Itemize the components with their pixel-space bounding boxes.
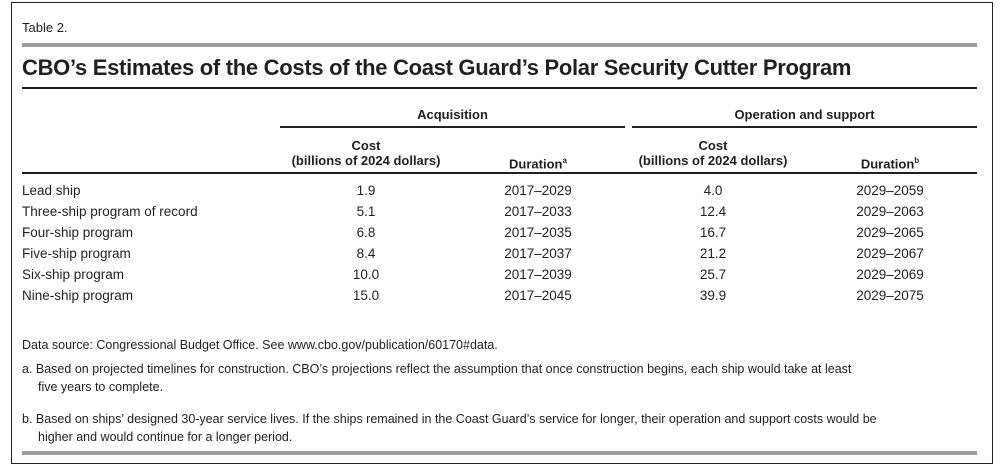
header-os-cost-unit: (billions of 2024 dollars) [638, 153, 788, 168]
header-acq-cost-label: Cost [351, 138, 381, 153]
cell-os-cost: 39.9 [699, 288, 727, 303]
cell-os-cost: 16.7 [699, 225, 727, 240]
note-a-line1: a. Based on projected timelines for cons… [22, 362, 852, 376]
cell-os-cost: 21.2 [699, 246, 727, 261]
cell-program: Four-ship program [22, 225, 134, 240]
cell-acq-cost: 8.4 [356, 246, 376, 261]
header-acq-duration: Durationa [478, 153, 598, 171]
cell-program: Three-ship program of record [22, 204, 198, 219]
cell-acq-duration: 2017–2045 [504, 288, 572, 303]
table-row: Five-ship program 8.4 2017–2037 21.2 2029–20… [22, 246, 977, 267]
header-os-duration-label: Duration [860, 156, 915, 172]
title-rule [22, 87, 977, 89]
header-rule [22, 172, 977, 174]
cell-acq-cost: 15.0 [352, 288, 380, 303]
cell-os-duration: 2029–2063 [856, 204, 924, 219]
table-row: Three-ship program of record 5.1 2017–2033… [22, 204, 977, 225]
table-label: Table 2. [22, 20, 68, 35]
operation-rule [632, 126, 977, 128]
header-os-duration: Durationb [830, 153, 950, 171]
header-acq-cost: Cost (billions of 2024 dollars) [266, 138, 466, 168]
table-title: CBO’s Estimates of the Costs of the Coas… [22, 55, 852, 80]
table-row: Six-ship program 10.0 2017–2039 25.7 2029–20… [22, 267, 977, 288]
cell-program: Nine-ship program [22, 288, 134, 303]
footnote-b-marker: b [914, 156, 920, 165]
table-frame [11, 2, 993, 464]
data-source: Data source: Congressional Budget Office… [22, 338, 498, 352]
cell-program: Lead ship [22, 183, 81, 198]
cell-os-cost: 4.0 [703, 183, 723, 198]
cell-os-duration: 2029–2075 [856, 288, 924, 303]
note-a-line2: five years to complete. [38, 380, 164, 394]
cell-acq-cost: 1.9 [356, 183, 376, 198]
cell-acq-cost: 10.0 [352, 267, 380, 282]
table-row: Nine-ship program 15.0 2017–2045 39.9 2029–2… [22, 288, 977, 309]
group-acquisition: Acquisition [417, 107, 488, 122]
header-os-cost-label: Cost [698, 138, 728, 153]
table-row: Lead ship 1.9 2017–2029 4.0 2029–2059 [22, 183, 977, 204]
cell-acq-duration: 2017–2033 [504, 204, 572, 219]
cell-os-duration: 2029–2069 [856, 267, 924, 282]
cell-os-cost: 25.7 [699, 267, 727, 282]
header-acq-cost-unit: (billions of 2024 dollars) [291, 153, 441, 168]
cell-program: Six-ship program [22, 267, 125, 282]
cell-acq-duration: 2017–2035 [504, 225, 572, 240]
note-b: b. Based on ships’ designed 30-year serv… [22, 410, 877, 446]
table-row: Four-ship program 6.8 2017–2035 16.7 2029–20… [22, 225, 977, 246]
acquisition-rule [280, 126, 625, 128]
cell-acq-duration: 2017–2029 [504, 183, 572, 198]
cell-os-duration: 2029–2067 [856, 246, 924, 261]
cell-acq-cost: 6.8 [356, 225, 376, 240]
cell-os-duration: 2029–2065 [856, 225, 924, 240]
top-gray-bar [22, 43, 977, 47]
cell-program: Five-ship program [22, 246, 131, 261]
group-operation-support: Operation and support [734, 107, 875, 122]
note-a: a. Based on projected timelines for cons… [22, 360, 851, 396]
bottom-gray-bar [22, 451, 977, 455]
cell-os-cost: 12.4 [699, 204, 727, 219]
cell-acq-duration: 2017–2037 [504, 246, 572, 261]
note-b-line2: higher and would continue for a longer p… [38, 430, 293, 444]
note-b-line1: b. Based on ships’ designed 30-year serv… [22, 412, 877, 426]
cell-acq-cost: 5.1 [356, 204, 376, 219]
footnote-a-marker: a [562, 156, 567, 165]
header-acq-duration-label: Duration [509, 156, 563, 172]
header-os-cost: Cost (billions of 2024 dollars) [613, 138, 813, 168]
cell-acq-duration: 2017–2039 [504, 267, 572, 282]
cell-os-duration: 2029–2059 [856, 183, 924, 198]
